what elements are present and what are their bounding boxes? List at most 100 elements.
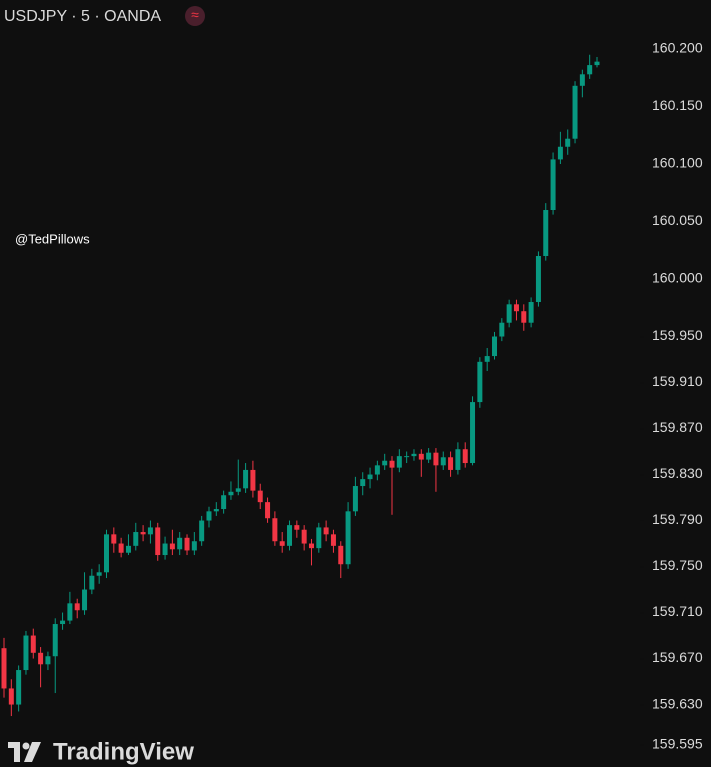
candle-body: [579, 74, 585, 86]
candle-body: [235, 488, 241, 492]
brand-text: TradingView: [53, 738, 194, 765]
candle-body: [389, 460, 395, 468]
candle-body: [199, 520, 205, 542]
candle-body: [535, 256, 541, 303]
candle-body: [323, 527, 329, 535]
candle-body: [250, 469, 256, 491]
candle-body: [294, 525, 300, 530]
y-tick-label: 160.000: [652, 270, 703, 286]
candle-body: [30, 635, 36, 653]
candle-body: [184, 537, 190, 551]
candle-body: [272, 518, 278, 542]
y-tick-label: 159.630: [652, 695, 703, 711]
candle-body: [565, 138, 571, 147]
candle-body: [587, 65, 593, 75]
candle-body: [543, 210, 549, 257]
candle-body: [177, 537, 183, 550]
candle-body: [506, 304, 512, 323]
candle-body: [243, 469, 249, 489]
candle-body: [67, 603, 73, 621]
chart-title: USDJPY · 5 · OANDA: [4, 8, 161, 25]
candle-body: [374, 465, 380, 475]
y-tick-label: 160.100: [652, 155, 703, 171]
candle-body: [418, 453, 424, 460]
candle-body: [162, 543, 168, 556]
candle-body: [118, 543, 124, 553]
y-tick-label: 159.870: [652, 419, 703, 435]
candle-body: [301, 529, 307, 544]
y-tick-label: 159.950: [652, 327, 703, 343]
candle-body: [411, 453, 417, 457]
candle-body: [82, 589, 88, 611]
candle-body: [103, 534, 109, 573]
candle-body: [338, 545, 344, 565]
svg-text:≈: ≈: [191, 7, 199, 23]
y-tick-label: 159.710: [652, 603, 703, 619]
y-tick-label: 159.790: [652, 511, 703, 527]
candle-body: [316, 527, 322, 549]
candle-body: [345, 511, 351, 565]
candle-body: [455, 449, 461, 470]
candle-body: [125, 545, 131, 553]
candle-body: [462, 449, 468, 464]
candle-body: [360, 479, 366, 487]
candle-body: [221, 495, 227, 510]
candle-body: [352, 486, 358, 512]
candle-body: [433, 452, 439, 466]
candle-body: [367, 474, 373, 480]
candle-body: [155, 527, 161, 556]
candle-body: [426, 452, 432, 460]
candle-body: [440, 457, 446, 466]
candle-body: [404, 456, 410, 458]
candle-body: [45, 656, 51, 665]
candle-body: [140, 532, 146, 535]
candle-body: [279, 541, 285, 546]
candle-body: [330, 534, 336, 546]
candle-body: [191, 541, 197, 551]
candle-body: [74, 603, 80, 611]
candle-body: [96, 572, 102, 576]
candle-body: [448, 457, 454, 470]
candle-body: [206, 511, 212, 521]
candle-body: [484, 356, 490, 362]
indicator-icon: ≈: [185, 6, 205, 26]
candle-body: [572, 85, 578, 139]
candle-body: [557, 146, 563, 160]
candle-body: [382, 460, 388, 466]
candle-body: [16, 670, 22, 705]
candle-body: [265, 502, 271, 519]
candle-body: [492, 336, 498, 357]
y-tick-label: 159.830: [652, 465, 703, 481]
candle-body: [521, 311, 527, 323]
y-tick-label: 160.050: [652, 212, 703, 228]
candle-body: [396, 456, 402, 468]
candle-body: [257, 490, 263, 503]
annotation: @TedPillows: [15, 231, 90, 246]
candle-body: [38, 652, 44, 665]
candle-body: [513, 304, 519, 312]
candle-body: [477, 361, 483, 403]
candle-body: [23, 635, 29, 671]
candle-body: [52, 624, 58, 657]
candle-body: [550, 159, 556, 211]
y-tick-label: 159.750: [652, 557, 703, 573]
brand-logo: [8, 742, 41, 762]
candle-body: [111, 534, 117, 544]
candle-body: [228, 491, 234, 496]
candle-body: [470, 402, 476, 464]
candle-body: [1, 648, 7, 689]
y-tick-label: 160.150: [652, 97, 703, 113]
candle-body: [147, 527, 153, 535]
candle-body: [308, 543, 314, 549]
candle-body: [528, 302, 534, 323]
y-tick-label: 159.670: [652, 649, 703, 665]
y-tick-label: 159.910: [652, 373, 703, 389]
candle-body: [133, 532, 139, 546]
candle-body: [594, 61, 600, 66]
y-tick-label: 159.595: [652, 736, 703, 752]
candle-body: [89, 575, 95, 590]
candle-body: [499, 322, 505, 337]
